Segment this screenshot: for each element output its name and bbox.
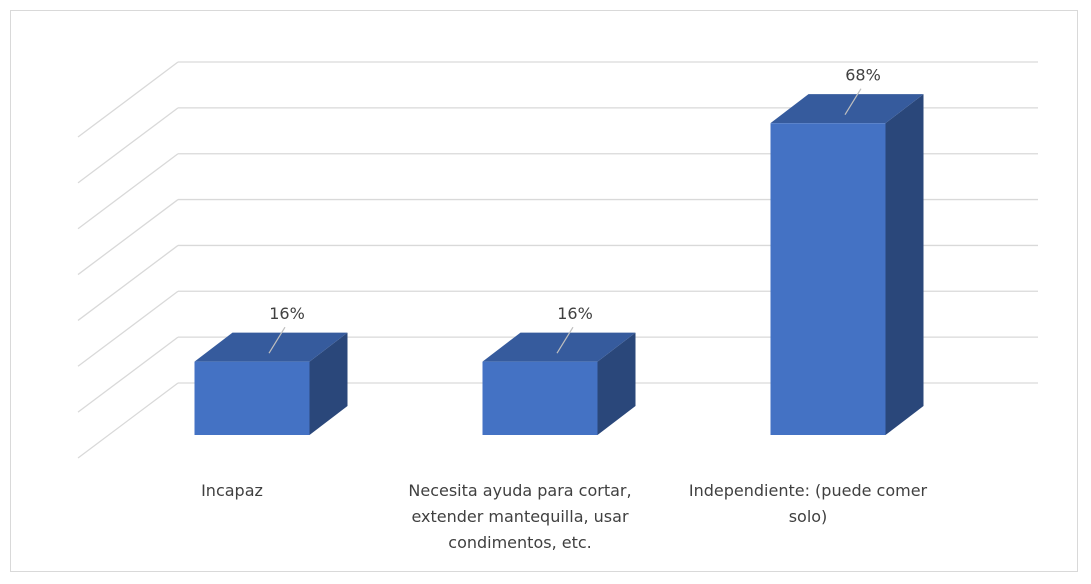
value-label: 68% [845,66,881,85]
bar [482,361,598,435]
chart-frame [10,10,1078,572]
leader-line [268,326,286,354]
x-tick-label: Incapaz [201,481,263,500]
side-grid-line [77,244,179,321]
leader-line [844,88,862,115]
side-grid-line [77,382,179,459]
bar-side [597,332,636,435]
value-label: 16% [557,304,593,323]
value-label: 16% [269,304,305,323]
side-grid-line [77,153,179,230]
side-grid-line [77,290,179,367]
bar-side [309,332,348,435]
x-tick-label: Independiente: (puede comer solo) [688,481,928,526]
side-grid-line [77,61,179,138]
bar [194,361,310,435]
bar-side [885,94,924,436]
leader-line [556,326,574,354]
bar-top [770,94,924,124]
side-grid-line [77,107,179,184]
bar-top [194,332,348,362]
side-grid-line [77,199,179,276]
bar [770,123,886,436]
bar-top [482,332,636,362]
side-grid-line [77,336,179,413]
x-tick-label: Necesita ayuda para cortar, extender man… [408,481,632,552]
